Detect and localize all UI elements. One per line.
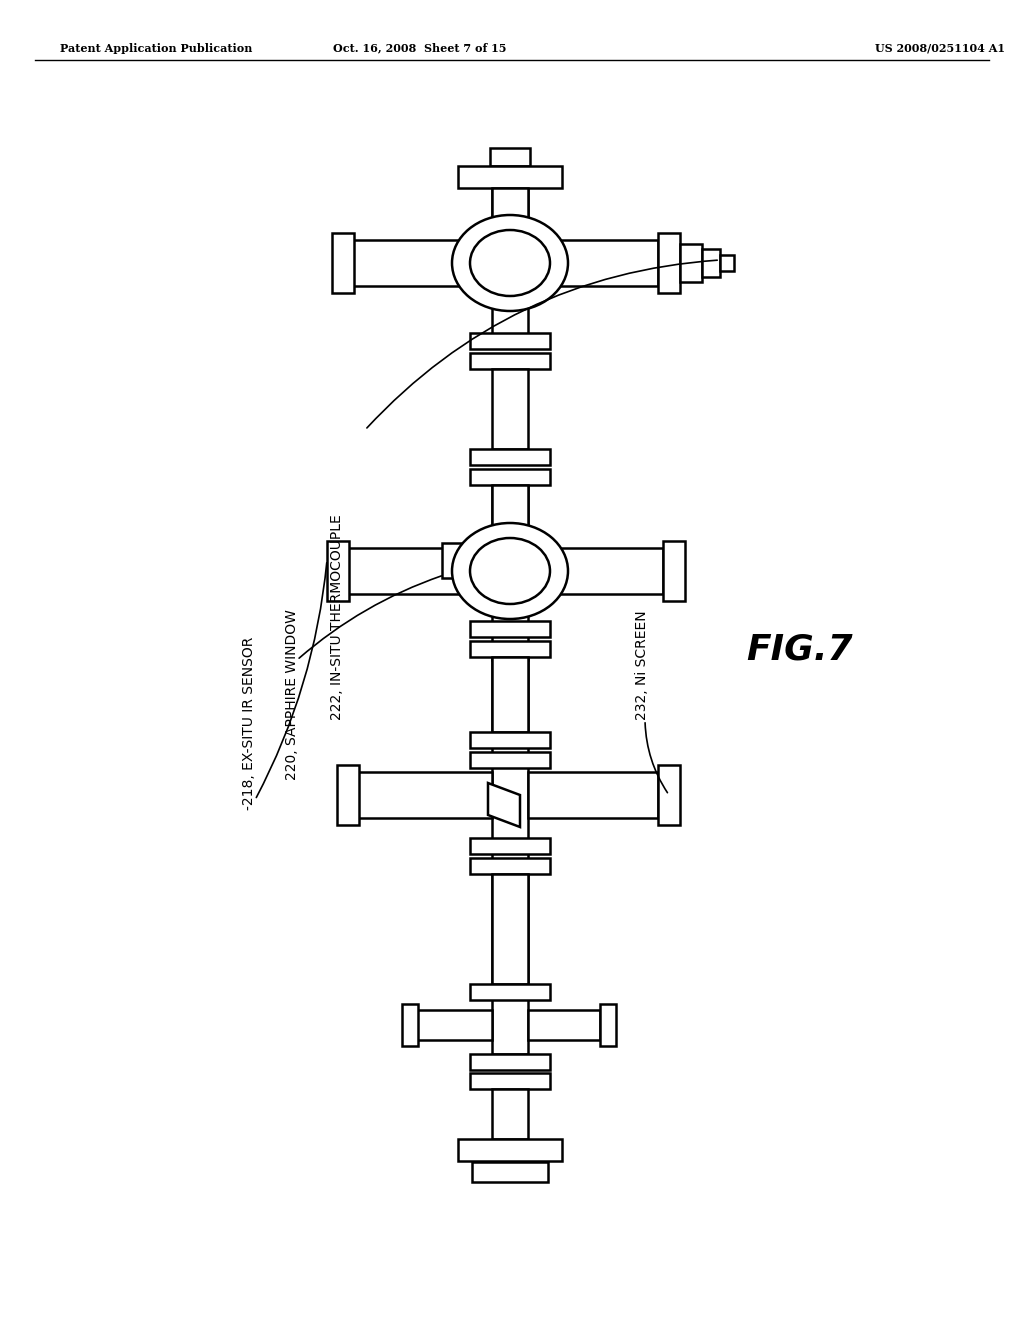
Bar: [528, 1010, 600, 1040]
Bar: [470, 352, 550, 370]
Text: 220, SAPPHIRE WINDOW: 220, SAPPHIRE WINDOW: [285, 609, 299, 780]
Polygon shape: [488, 783, 520, 828]
Bar: [442, 543, 477, 578]
Bar: [658, 234, 680, 293]
Bar: [663, 541, 685, 601]
Bar: [492, 370, 528, 449]
Bar: [470, 1053, 550, 1071]
Bar: [347, 548, 492, 594]
Ellipse shape: [452, 523, 568, 619]
Text: FIG.7: FIG.7: [746, 634, 853, 667]
Bar: [702, 249, 720, 277]
Bar: [492, 484, 528, 660]
Bar: [327, 541, 349, 601]
Bar: [470, 838, 550, 854]
Bar: [458, 1139, 562, 1162]
Bar: [492, 874, 528, 1053]
Text: 222, IN-SITU THERMOCOUPLE: 222, IN-SITU THERMOCOUPLE: [330, 515, 344, 719]
Text: 232, Ni SCREEN: 232, Ni SCREEN: [635, 610, 649, 719]
Bar: [720, 255, 734, 271]
Bar: [492, 657, 528, 867]
Bar: [470, 642, 550, 657]
Text: Oct. 16, 2008  Sheet 7 of 15: Oct. 16, 2008 Sheet 7 of 15: [333, 42, 507, 54]
Bar: [332, 234, 354, 293]
Bar: [528, 772, 658, 818]
Bar: [492, 187, 528, 240]
Bar: [528, 548, 663, 594]
Bar: [352, 240, 492, 286]
Bar: [470, 983, 550, 1001]
Bar: [600, 1005, 616, 1045]
Bar: [492, 187, 528, 343]
Bar: [470, 469, 550, 484]
Bar: [658, 766, 680, 825]
Bar: [458, 166, 562, 187]
Bar: [470, 620, 550, 638]
Bar: [357, 772, 492, 818]
Bar: [492, 657, 528, 733]
Bar: [470, 449, 550, 465]
Ellipse shape: [470, 230, 550, 296]
Bar: [492, 484, 528, 545]
Bar: [470, 752, 550, 768]
Bar: [470, 733, 550, 748]
Bar: [337, 766, 359, 825]
Bar: [470, 333, 550, 348]
Bar: [402, 1005, 418, 1045]
Bar: [470, 858, 550, 874]
Bar: [472, 1162, 548, 1181]
Bar: [470, 1073, 550, 1089]
Bar: [417, 1010, 492, 1040]
Bar: [680, 244, 702, 282]
Bar: [492, 874, 528, 983]
Ellipse shape: [452, 215, 568, 312]
Ellipse shape: [470, 539, 550, 605]
Bar: [492, 1089, 528, 1139]
Text: US 2008/0251104 A1: US 2008/0251104 A1: [874, 42, 1005, 54]
Text: Patent Application Publication: Patent Application Publication: [60, 42, 252, 54]
Bar: [490, 148, 530, 166]
Bar: [528, 240, 658, 286]
Text: -218, EX-SITU IR SENSOR: -218, EX-SITU IR SENSOR: [242, 636, 256, 810]
